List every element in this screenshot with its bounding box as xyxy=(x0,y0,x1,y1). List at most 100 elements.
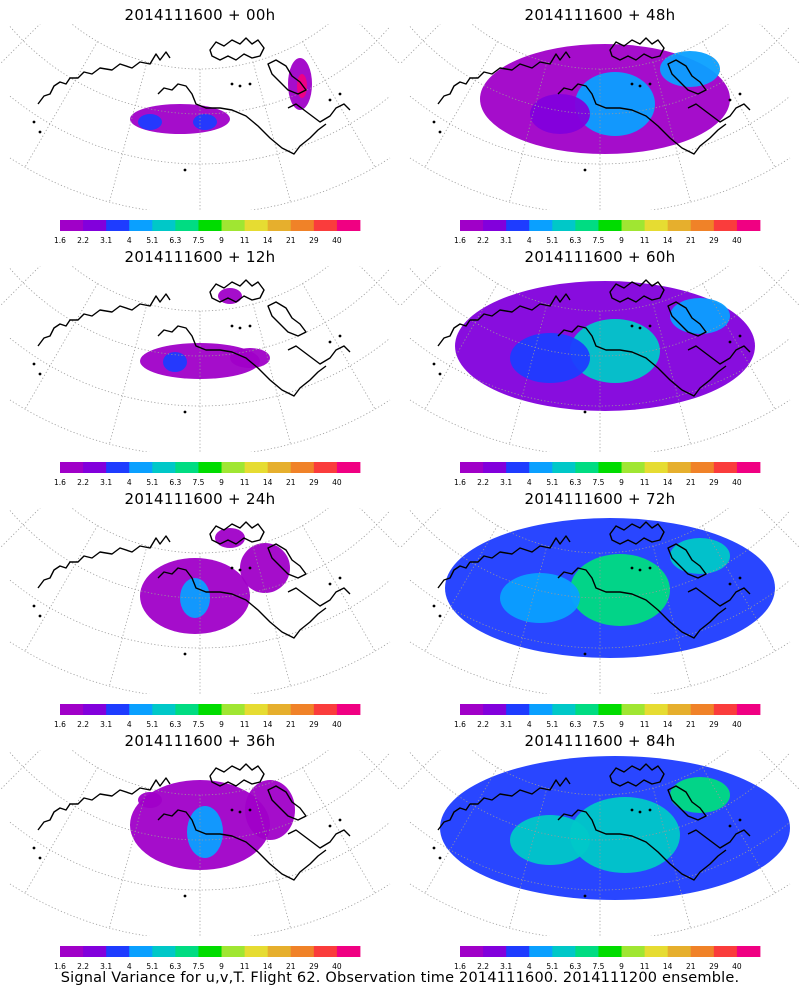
coastline xyxy=(557,567,727,639)
meridian xyxy=(702,41,776,168)
colorbar xyxy=(60,462,361,473)
coastline xyxy=(157,567,327,639)
meridian xyxy=(702,283,776,410)
colorbar-tick-label: 29 xyxy=(709,236,719,245)
island xyxy=(38,372,42,376)
variance-area xyxy=(240,543,290,593)
island xyxy=(438,372,442,376)
panel-title: 2014111600 + 00h xyxy=(124,6,276,24)
coastline xyxy=(157,83,327,155)
meridian xyxy=(359,508,400,549)
map-24h xyxy=(0,508,400,694)
colorbar-swatch xyxy=(221,946,246,957)
island xyxy=(183,894,187,898)
colorbar-ticks: 1.6 2.2 3.1 4 5.1 6.3 7.5 9 11 14 21 29 40 xyxy=(54,478,360,490)
coastline xyxy=(667,785,707,821)
meridian xyxy=(378,266,400,281)
meridian xyxy=(359,24,400,65)
colorbar-swatch xyxy=(506,462,530,473)
colorbar-swatch xyxy=(313,220,338,231)
colorbar-swatch xyxy=(644,946,669,957)
colorbar-tick-label: 21 xyxy=(685,962,696,971)
colorbar-tick-label: 21 xyxy=(285,720,296,729)
meridian xyxy=(252,303,291,445)
latitude-circle xyxy=(9,510,391,599)
coastline xyxy=(37,777,171,831)
colorbar-swatch xyxy=(690,220,715,231)
colorbar-tick-label: 7.5 xyxy=(192,720,205,729)
island xyxy=(630,324,634,328)
colorbar-tick-label: 3.1 xyxy=(500,236,513,245)
variance-area xyxy=(163,352,187,372)
meridian xyxy=(652,303,691,445)
island xyxy=(638,568,642,572)
colorbar-swatch xyxy=(106,220,130,231)
meridian xyxy=(0,750,41,791)
coastline xyxy=(209,37,265,61)
colorbar-swatch xyxy=(529,462,553,473)
colorbar-swatch xyxy=(106,462,130,473)
island xyxy=(638,84,642,88)
latitude-circle xyxy=(9,752,391,841)
meridian xyxy=(0,508,41,549)
colorbar-tick-label: 4 xyxy=(526,236,532,245)
colorbar-tick-label: 3.1 xyxy=(500,720,513,729)
island xyxy=(738,576,742,580)
map-panel-84h: 2014111600 + 84h 1.6 2.2 3.1 4 5.1 6.3 7.5 9 11 1… xyxy=(400,726,800,971)
colorbar-swatch xyxy=(690,462,715,473)
colorbar-tick-label: 5.1 xyxy=(146,478,159,487)
coastline xyxy=(609,521,665,545)
island xyxy=(738,818,742,822)
meridian xyxy=(509,545,548,687)
meridian xyxy=(778,508,800,523)
panel-title: 2014111600 + 12h xyxy=(124,248,276,266)
latitude-circle xyxy=(409,510,791,599)
meridian xyxy=(302,525,376,652)
variance-area xyxy=(215,528,245,548)
island xyxy=(438,856,442,860)
island xyxy=(728,582,732,586)
latitude-circle xyxy=(71,266,329,312)
colorbar-swatch xyxy=(713,946,738,957)
meridian xyxy=(252,787,291,929)
colorbar-swatch xyxy=(552,220,576,231)
coastline xyxy=(557,809,727,881)
colorbar-swatch xyxy=(690,946,715,957)
colorbar-swatch xyxy=(575,462,599,473)
meridian xyxy=(0,24,41,65)
figure-caption: Signal Variance for u,v,T. Flight 62. Ob… xyxy=(60,970,740,986)
island xyxy=(328,340,332,344)
colorbar-swatch xyxy=(336,946,361,957)
colorbar-swatch xyxy=(290,704,315,715)
colorbar-swatch xyxy=(736,220,761,231)
variance-area xyxy=(297,74,307,98)
island xyxy=(338,334,342,338)
colorbar-tick-label: 11 xyxy=(239,962,250,971)
variance-area xyxy=(575,72,655,136)
coastline xyxy=(287,829,351,849)
meridian xyxy=(759,266,800,307)
island xyxy=(328,582,332,586)
colorbar-tick-label: 7.5 xyxy=(592,236,605,245)
meridian xyxy=(424,525,498,652)
colorbar-tick-label: 4 xyxy=(126,236,132,245)
coastline xyxy=(287,103,351,123)
colorbar-tick-label: 7.5 xyxy=(192,236,205,245)
colorbar-tick-label: 1.6 xyxy=(454,236,466,245)
coastline xyxy=(667,543,707,579)
island xyxy=(648,82,652,86)
island xyxy=(248,82,252,86)
map-panel-24h: 2014111600 + 24h 1.6 2.2 3.1 4 5.1 6.3 7.5 9 11 1… xyxy=(0,484,400,729)
variance-area xyxy=(500,573,580,623)
variance-area xyxy=(187,806,223,858)
variance-area xyxy=(670,777,730,813)
colorbar-swatch xyxy=(644,704,669,715)
meridian xyxy=(424,283,498,410)
coastline xyxy=(267,543,307,579)
island xyxy=(32,846,36,850)
colorbar-swatch xyxy=(575,220,599,231)
coastline xyxy=(437,51,571,105)
colorbar-tick-label: 40 xyxy=(332,236,342,245)
colorbar-tick-label: 3.1 xyxy=(500,962,513,971)
island xyxy=(248,566,252,570)
